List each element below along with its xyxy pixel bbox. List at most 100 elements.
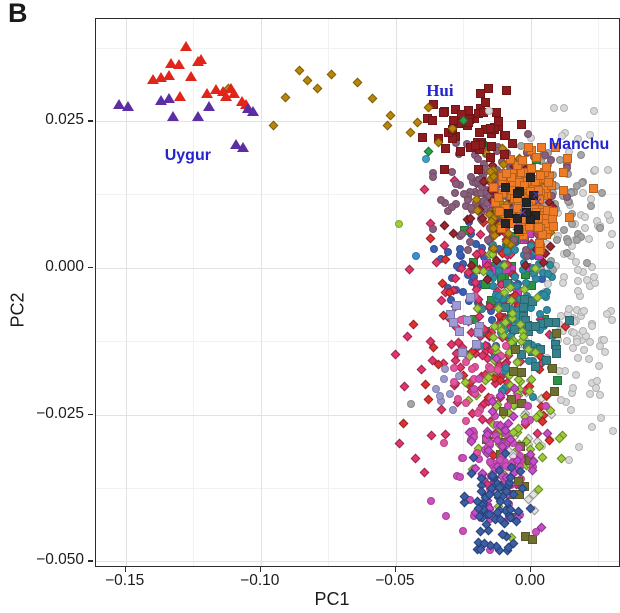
- data-point: [450, 189, 459, 198]
- data-point: [458, 229, 467, 238]
- data-point: [543, 270, 552, 279]
- data-point: [216, 85, 229, 96]
- data-point: [520, 294, 530, 304]
- data-point: [581, 223, 590, 232]
- data-point: [474, 154, 483, 163]
- data-point: [439, 108, 449, 118]
- data-point: [542, 356, 552, 366]
- data-point: [523, 402, 532, 411]
- data-point: [236, 141, 249, 152]
- data-point: [457, 348, 467, 358]
- y-axis-tick: [88, 266, 93, 269]
- data-point: [455, 250, 464, 259]
- data-point: [435, 392, 444, 401]
- data-point: [428, 116, 438, 126]
- x-axis-tick-label: −0.05: [375, 572, 415, 589]
- cluster-label-uygur: Uygur: [164, 146, 211, 164]
- data-point: [436, 195, 445, 204]
- data-point: [575, 442, 584, 451]
- data-point: [590, 165, 599, 174]
- data-point: [429, 224, 438, 233]
- data-point: [429, 244, 438, 253]
- data-point: [474, 409, 483, 418]
- data-point: [517, 350, 527, 360]
- data-point: [505, 155, 515, 165]
- data-point: [558, 132, 567, 141]
- x-axis-tick-label: −0.15: [105, 572, 145, 589]
- data-point: [576, 150, 585, 159]
- data-point: [461, 417, 470, 426]
- data-point: [502, 341, 511, 350]
- data-point: [532, 528, 541, 537]
- data-point: [517, 156, 527, 166]
- gridline-x-minor: [328, 19, 330, 566]
- data-point: [574, 286, 583, 295]
- data-point: [532, 275, 541, 284]
- data-point: [112, 99, 125, 110]
- data-point: [523, 142, 533, 152]
- data-point: [406, 400, 415, 408]
- data-point: [484, 236, 493, 245]
- data-point: [429, 172, 438, 181]
- data-point: [559, 168, 569, 178]
- data-point: [458, 527, 467, 536]
- data-point: [511, 344, 521, 354]
- data-point: [552, 235, 561, 244]
- data-point: [172, 58, 185, 69]
- data-point: [184, 70, 197, 81]
- data-point: [573, 354, 582, 363]
- data-point: [602, 309, 611, 318]
- data-point: [526, 172, 536, 182]
- data-point: [411, 251, 420, 260]
- gridline-y-minor: [96, 47, 619, 49]
- data-point: [527, 163, 537, 173]
- data-point: [573, 135, 582, 144]
- data-point: [494, 266, 503, 275]
- data-point: [585, 355, 594, 364]
- gridline-x-minor: [193, 19, 195, 566]
- data-point: [452, 300, 462, 310]
- data-point: [473, 327, 483, 337]
- data-point: [513, 224, 523, 234]
- data-point: [608, 230, 617, 239]
- data-point: [463, 195, 472, 204]
- data-point: [447, 296, 456, 305]
- data-point: [473, 164, 483, 174]
- data-point: [456, 146, 466, 156]
- plot-panel: ✕ ✕ ✕ Uygur Hui Manchu: [95, 18, 620, 567]
- data-point: [553, 375, 563, 385]
- data-point: [484, 84, 494, 94]
- data-point: [604, 210, 613, 219]
- data-point: [568, 344, 577, 353]
- data-point: [200, 87, 213, 98]
- data-point: [462, 357, 471, 366]
- data-point: [588, 321, 597, 330]
- data-point: [456, 472, 465, 481]
- data-point: [489, 183, 499, 193]
- data-point: [535, 171, 545, 181]
- gridline-y-major: [96, 267, 619, 269]
- data-point: [195, 53, 208, 64]
- data-point: [562, 336, 571, 345]
- data-point: [580, 306, 589, 315]
- data-point: [451, 179, 460, 188]
- x-axis-tick-label: −0.10: [240, 572, 280, 589]
- data-point: [537, 142, 547, 152]
- data-point: [122, 100, 135, 111]
- data-point: [162, 69, 175, 80]
- data-point: [595, 223, 604, 232]
- data-point: [595, 391, 604, 400]
- data-point: [558, 186, 568, 196]
- data-point: [565, 305, 574, 314]
- data-point: [209, 83, 222, 94]
- data-point: [524, 356, 533, 365]
- data-point: [448, 405, 457, 414]
- data-point: [485, 457, 494, 466]
- data-point: [528, 190, 538, 200]
- data-point: [543, 306, 551, 315]
- data-point: [146, 73, 159, 84]
- data-point: [588, 183, 598, 193]
- data-point: [462, 316, 472, 326]
- gridline-x-minor: [598, 19, 600, 566]
- gridline-x-major: [260, 19, 262, 566]
